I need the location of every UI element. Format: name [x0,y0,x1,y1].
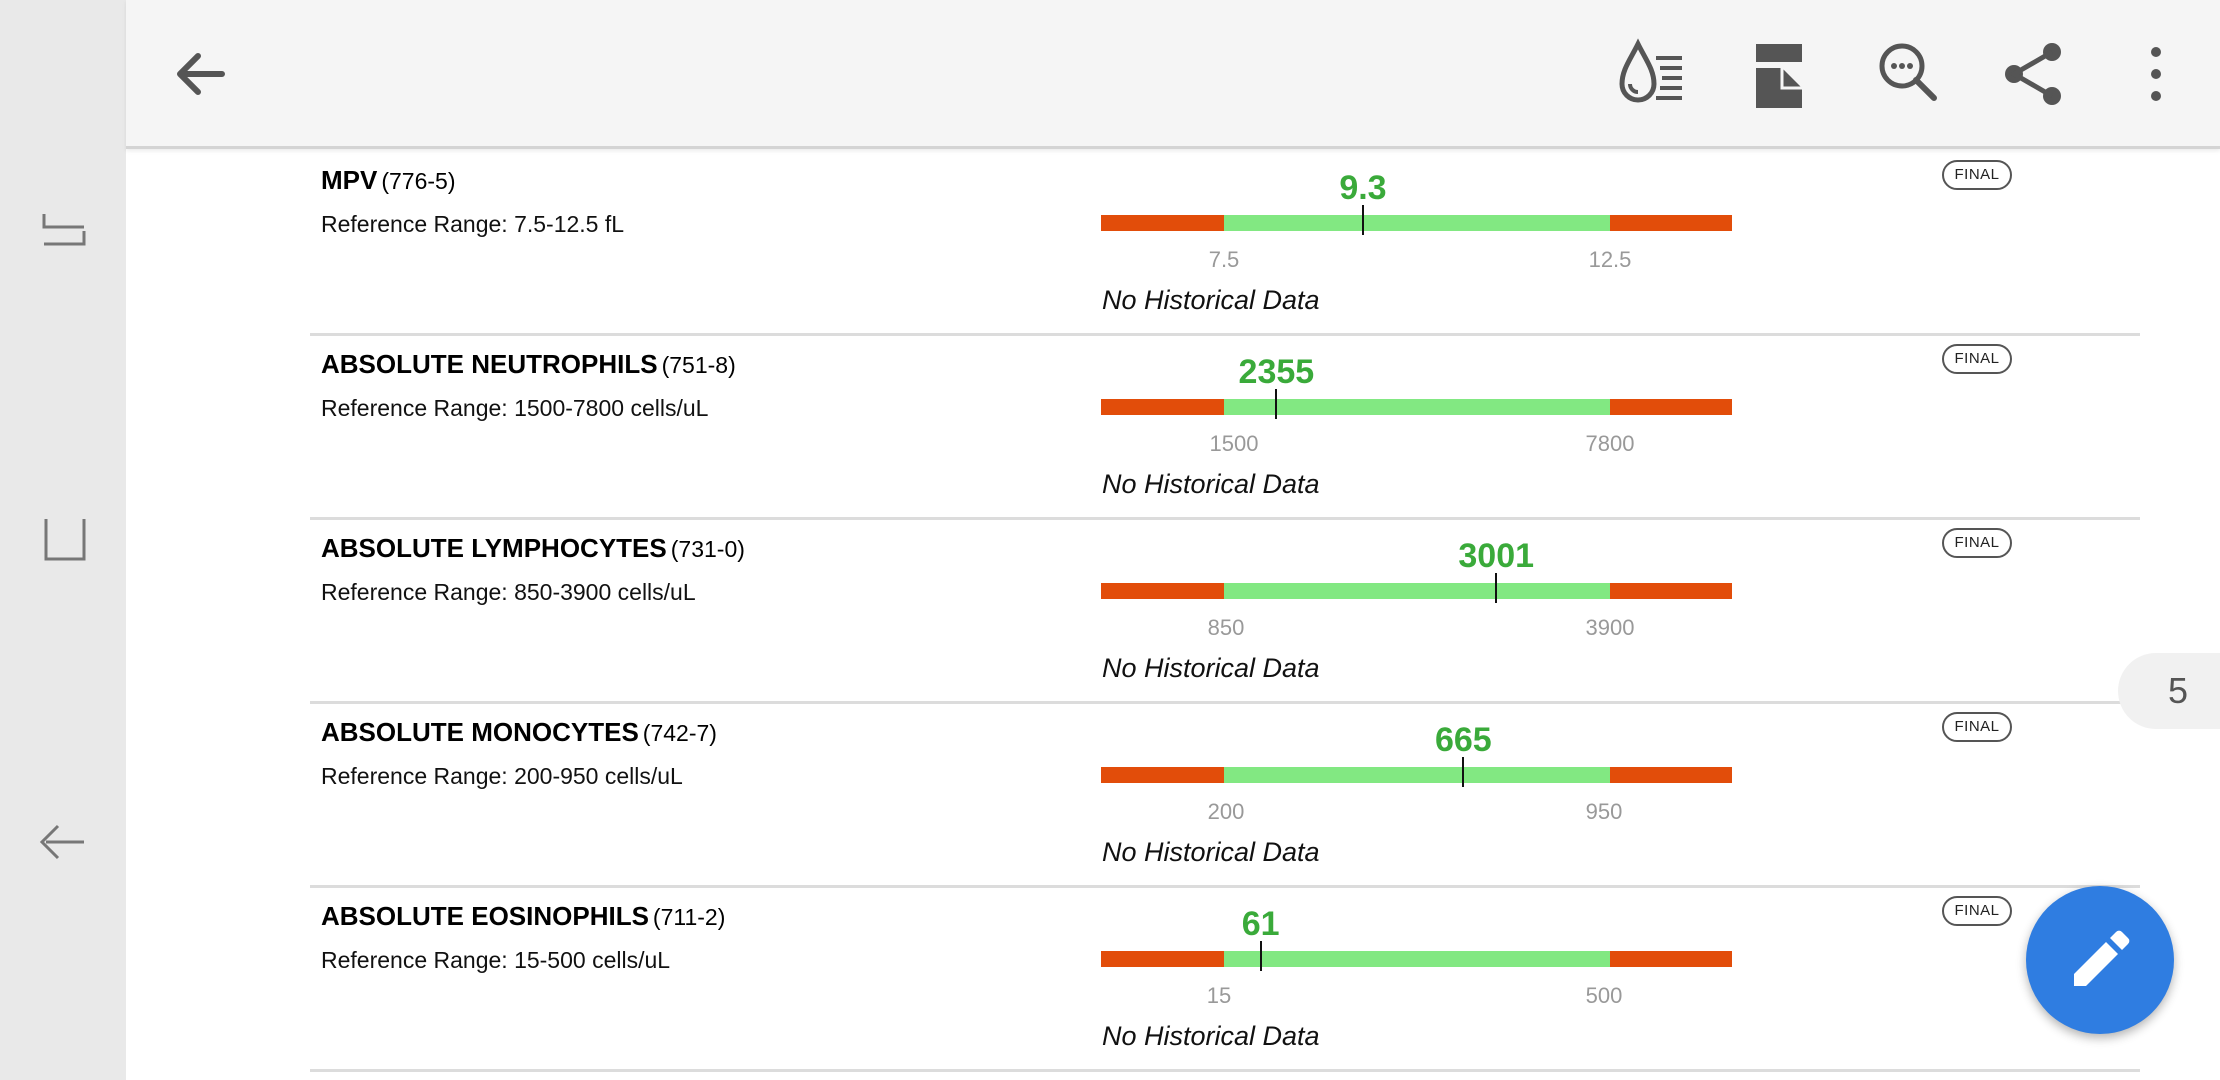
search-icon[interactable] [1870,36,1946,112]
test-name: ABSOLUTE EOSINOPHILS (711-2) [321,901,726,931]
document-icon[interactable] [1742,36,1818,112]
system-nav-bar [0,0,126,1080]
low-segment [1101,399,1224,415]
range-bar: 2355 1500 7800 [1101,353,1732,456]
back-icon[interactable] [28,808,98,878]
reference-range: Reference Range: 15-500 cells/uL [321,947,671,973]
status-badge: FINAL [1942,528,2012,558]
range-bar: 3001 850 3900 [1101,537,1732,640]
test-name: ABSOLUTE NEUTROPHILS (751-8) [321,349,736,379]
pencil-icon [2074,930,2130,986]
more-vertical-icon[interactable] [2118,36,2194,112]
status-badge: FINAL [1942,896,2012,926]
test-name: ABSOLUTE LYMPHOCYTES (731-0) [321,533,745,563]
page-indicator[interactable]: 5 [2118,653,2220,729]
result-value: 3001 [1458,537,1535,575]
high-segment [1610,767,1732,783]
result-row-absolute-monocytes[interactable]: ABSOLUTE MONOCYTES (742-7) Reference Rang… [310,701,2140,888]
app-bar [126,0,2220,149]
normal-segment [1224,583,1610,599]
low-limit-label: 7.5 [1208,247,1240,272]
result-value: 9.3 [1339,169,1387,207]
reference-range: Reference Range: 850-3900 cells/uL [321,579,696,605]
status-badge: FINAL [1942,712,2012,742]
result-value: 2355 [1238,353,1315,391]
range-bar: 61 15 500 [1101,905,1732,1008]
low-segment [1101,951,1224,967]
recent-apps-icon[interactable] [28,200,98,270]
low-segment [1101,583,1224,599]
test-name: ABSOLUTE MONOCYTES (742-7) [321,717,717,747]
historical-data-text: No Historical Data [1102,285,1320,315]
low-limit-label: 1500 [1209,431,1259,456]
low-segment [1101,215,1224,231]
value-marker [1462,757,1465,787]
result-row-absolute-eosinophils[interactable]: ABSOLUTE EOSINOPHILS (711-2) Reference Ra… [310,885,2140,1072]
high-limit-label: 950 [1585,799,1623,824]
test-name: MPV (776-5) [321,165,456,195]
result-row-mpv[interactable]: MPV (776-5) Reference Range: 7.5-12.5 fL … [310,149,2140,336]
low-segment [1101,767,1224,783]
home-icon[interactable] [28,505,98,575]
normal-segment [1224,767,1610,783]
high-limit-label: 500 [1585,983,1623,1008]
historical-data-text: No Historical Data [1102,837,1320,867]
reference-range: Reference Range: 1500-7800 cells/uL [321,395,709,421]
value-marker [1275,389,1278,419]
normal-segment [1224,951,1610,967]
low-limit-label: 200 [1207,799,1245,824]
value-marker [1495,573,1498,603]
historical-data-text: No Historical Data [1102,469,1320,499]
historical-data-text: No Historical Data [1102,1021,1320,1051]
result-value: 665 [1434,721,1492,759]
share-icon[interactable] [1996,36,2072,112]
high-segment [1610,399,1732,415]
reference-range: Reference Range: 7.5-12.5 fL [321,211,625,237]
low-limit-label: 850 [1207,615,1245,640]
status-badge: FINAL [1942,160,2012,190]
high-limit-label: 12.5 [1588,247,1632,272]
high-segment [1610,583,1732,599]
normal-segment [1224,399,1610,415]
result-value: 61 [1241,905,1280,943]
value-marker [1361,205,1364,235]
high-limit-label: 7800 [1585,431,1635,456]
results-list: MPV (776-5) Reference Range: 7.5-12.5 fL … [126,149,2220,1080]
high-segment [1610,951,1732,967]
normal-segment [1224,215,1610,231]
edit-fab-button[interactable] [2026,886,2174,1034]
lab-filter-icon[interactable] [1614,36,1690,112]
historical-data-text: No Historical Data [1102,653,1320,683]
low-limit-label: 15 [1206,983,1232,1008]
reference-range: Reference Range: 200-950 cells/uL [321,763,683,789]
status-badge: FINAL [1942,344,2012,374]
range-bar: 665 200 950 [1101,721,1732,824]
high-segment [1610,215,1732,231]
result-row-absolute-lymphocytes[interactable]: ABSOLUTE LYMPHOCYTES (731-0) Reference Ra… [310,517,2140,704]
value-marker [1259,941,1262,971]
arrow-left-icon[interactable] [162,36,238,112]
high-limit-label: 3900 [1585,615,1635,640]
result-row-absolute-neutrophils[interactable]: ABSOLUTE NEUTROPHILS (751-8) Reference Ra… [310,333,2140,520]
range-bar: 9.3 7.5 12.5 [1101,169,1732,272]
